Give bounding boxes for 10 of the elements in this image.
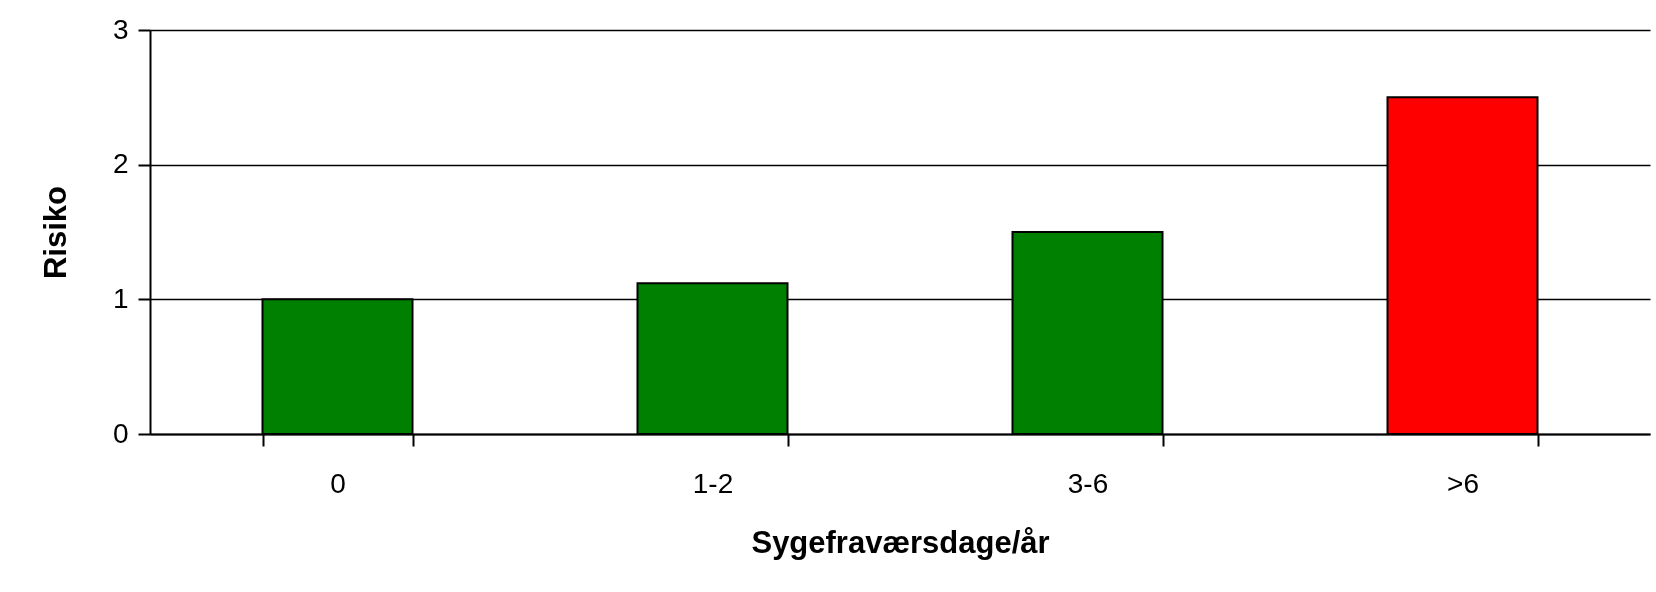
y-tick-label: 0 xyxy=(112,417,129,449)
x-tick-label: 1-2 xyxy=(692,467,734,499)
y-tick-label: 1 xyxy=(112,282,129,314)
x-tick-label: 3-6 xyxy=(1067,467,1109,499)
x-tick-label: 0 xyxy=(330,467,346,499)
y-tick-label: 3 xyxy=(112,13,129,45)
y-tick-label: 2 xyxy=(112,148,129,180)
x-tick-label: >6 xyxy=(1447,467,1479,499)
y-axis-title: Risiko xyxy=(37,185,73,280)
x-axis-title: Sygefraværsdage/år xyxy=(751,524,1050,560)
